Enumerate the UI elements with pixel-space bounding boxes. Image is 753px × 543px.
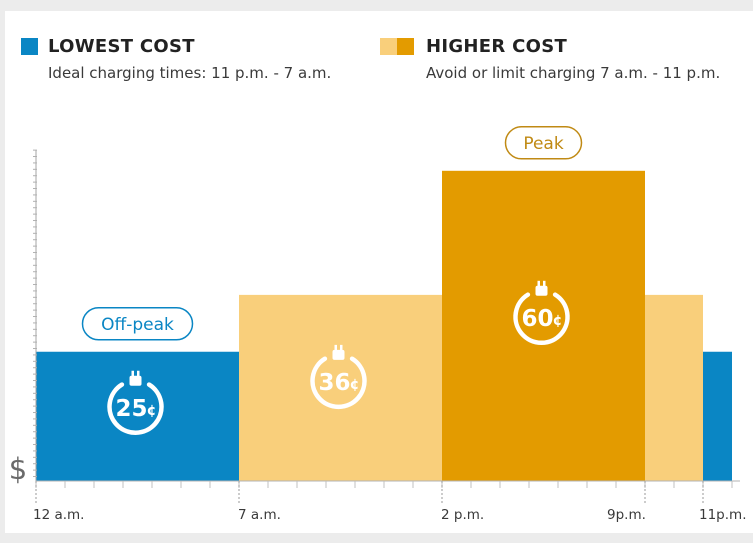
x-tick-label: 11p.m.	[699, 507, 746, 523]
price-badge: 60 ¢	[513, 280, 570, 346]
price-value: 36	[318, 370, 350, 396]
plug-ring-icon	[310, 356, 367, 410]
axis-layer: 12 a.m. 7 a.m. 2 p.m. 9p.m. 11p.m.	[33, 149, 746, 523]
price-badge: 25 ¢	[107, 370, 164, 435]
x-tick-label: 7 a.m.	[238, 507, 281, 523]
legend-title-lowest: LOWEST COST	[48, 36, 195, 57]
price-value: 25	[115, 396, 147, 422]
annotation-text: Peak	[523, 134, 564, 154]
bars-layer	[36, 170, 732, 482]
plug-icon	[129, 375, 142, 386]
x-tick-label: 12 a.m.	[33, 507, 84, 523]
legend-description-higher: Avoid or limit charging 7 a.m. - 11 p.m.	[426, 64, 721, 82]
legend-title-higher: HIGHER COST	[426, 36, 568, 57]
x-tick-label: 2 p.m.	[441, 507, 484, 523]
plug-prong-icon	[334, 344, 337, 351]
bar-mid-3	[645, 294, 703, 481]
annotation-pill: Peak	[504, 126, 583, 160]
bar-peak-2	[442, 170, 645, 482]
plug-prong-icon	[340, 344, 343, 351]
legend-swatch-lowest	[21, 38, 38, 55]
x-tick-label: 9p.m.	[607, 507, 646, 523]
price-value: 60	[521, 306, 553, 332]
plug-prong-icon	[537, 280, 540, 287]
pill-outline	[504, 126, 583, 160]
plug-ring-icon	[513, 292, 570, 346]
legend-description-lowest: Ideal charging times: 11 p.m. - 7 a.m.	[48, 64, 332, 82]
price-badge: 36 ¢	[310, 344, 367, 410]
cent-symbol: ¢	[350, 377, 360, 393]
plug-prong-icon	[543, 280, 546, 287]
plug-prong-icon	[131, 370, 134, 377]
legend-swatch-higher-light	[380, 38, 397, 55]
annotation-text: Off-peak	[101, 315, 174, 335]
annotation-pill: Off-peak	[81, 307, 194, 341]
plug-icon	[332, 349, 345, 360]
pill-outline	[81, 307, 194, 341]
plug-icon	[535, 285, 548, 296]
legend-swatch-higher-dark	[397, 38, 414, 55]
bar-mid-1	[239, 294, 442, 481]
plug-ring-icon	[107, 382, 164, 435]
y-axis-label: $	[9, 452, 27, 486]
plug-prong-icon	[137, 370, 140, 377]
cent-symbol: ¢	[553, 313, 563, 329]
bar-off-peak-4	[703, 351, 732, 481]
cent-symbol: ¢	[147, 403, 157, 419]
